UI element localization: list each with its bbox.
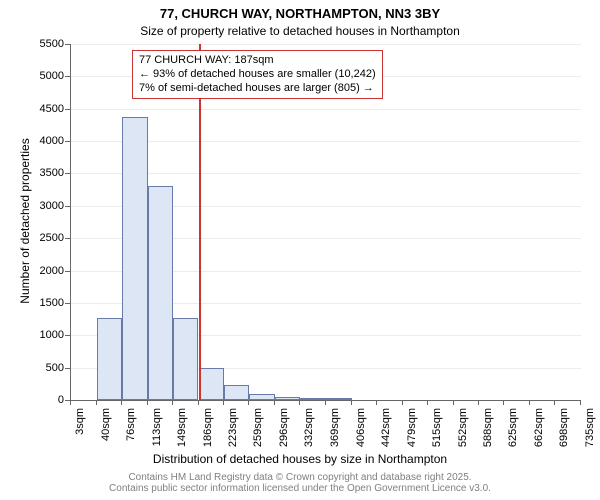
xtick-mark: [478, 400, 479, 405]
ytick-label: 2000: [28, 265, 64, 277]
histogram-bar: [173, 318, 199, 400]
xtick-label: 625sqm: [507, 408, 519, 458]
xtick-label: 296sqm: [278, 408, 290, 458]
xtick-mark: [70, 400, 71, 405]
ytick-mark: [65, 173, 70, 174]
xtick-label: 223sqm: [227, 408, 239, 458]
ytick-mark: [65, 141, 70, 142]
xtick-label: 40sqm: [100, 408, 112, 458]
xtick-mark: [376, 400, 377, 405]
xtick-mark: [580, 400, 581, 405]
xtick-label: 186sqm: [202, 408, 214, 458]
annotation-line: 7% of semi-detached houses are larger (8…: [139, 82, 376, 96]
annotation-line: ← 93% of detached houses are smaller (10…: [139, 68, 376, 82]
xtick-mark: [554, 400, 555, 405]
xtick-mark: [427, 400, 428, 405]
ytick-mark: [65, 238, 70, 239]
histogram-bar: [275, 397, 300, 400]
histogram-bar: [326, 398, 352, 400]
chart-title: 77, CHURCH WAY, NORTHAMPTON, NN3 3BY: [0, 6, 600, 21]
xtick-label: 332sqm: [303, 408, 315, 458]
ytick-mark: [65, 368, 70, 369]
gridline: [71, 109, 581, 110]
xtick-mark: [325, 400, 326, 405]
xtick-mark: [453, 400, 454, 405]
xtick-mark: [402, 400, 403, 405]
ytick-mark: [65, 109, 70, 110]
annotation-box: 77 CHURCH WAY: 187sqm ← 93% of detached …: [132, 50, 383, 99]
xtick-mark: [223, 400, 224, 405]
xtick-label: 662sqm: [533, 408, 545, 458]
xtick-label: 735sqm: [584, 408, 596, 458]
chart-container: 77, CHURCH WAY, NORTHAMPTON, NN3 3BY Siz…: [0, 0, 600, 500]
ytick-label: 5500: [28, 38, 64, 50]
xtick-label: 406sqm: [355, 408, 367, 458]
ytick-label: 500: [28, 362, 64, 374]
xtick-label: 588sqm: [482, 408, 494, 458]
ytick-label: 0: [28, 394, 64, 406]
ytick-mark: [65, 206, 70, 207]
ytick-label: 3500: [28, 167, 64, 179]
xtick-label: 76sqm: [125, 408, 137, 458]
xtick-mark: [121, 400, 122, 405]
ytick-label: 1000: [28, 329, 64, 341]
ytick-mark: [65, 303, 70, 304]
attribution-text: Contains HM Land Registry data © Crown c…: [0, 472, 600, 494]
ytick-mark: [65, 335, 70, 336]
xtick-label: 442sqm: [380, 408, 392, 458]
histogram-bar: [224, 385, 249, 400]
xtick-label: 369sqm: [329, 408, 341, 458]
y-axis-label: Number of detached properties: [18, 121, 32, 321]
histogram-bar: [249, 394, 275, 400]
xtick-mark: [198, 400, 199, 405]
histogram-bar: [122, 117, 148, 401]
histogram-bar: [148, 186, 173, 400]
ytick-mark: [65, 271, 70, 272]
xtick-mark: [529, 400, 530, 405]
xtick-mark: [351, 400, 352, 405]
xtick-mark: [147, 400, 148, 405]
ytick-mark: [65, 76, 70, 77]
xtick-mark: [503, 400, 504, 405]
ytick-label: 4000: [28, 135, 64, 147]
xtick-label: 259sqm: [252, 408, 264, 458]
histogram-bar: [199, 368, 225, 400]
xtick-label: 552sqm: [457, 408, 469, 458]
ytick-label: 5000: [28, 70, 64, 82]
chart-subtitle: Size of property relative to detached ho…: [0, 24, 600, 38]
annotation-line: 77 CHURCH WAY: 187sqm: [139, 54, 376, 68]
xtick-mark: [248, 400, 249, 405]
gridline: [71, 44, 581, 45]
xtick-label: 515sqm: [431, 408, 443, 458]
xtick-label: 149sqm: [176, 408, 188, 458]
ytick-mark: [65, 44, 70, 45]
ytick-label: 1500: [28, 297, 64, 309]
xtick-label: 3sqm: [74, 408, 86, 458]
ytick-label: 2500: [28, 232, 64, 244]
xtick-label: 479sqm: [406, 408, 418, 458]
ytick-label: 4500: [28, 103, 64, 115]
xtick-mark: [96, 400, 97, 405]
histogram-bar: [97, 318, 122, 400]
histogram-bar: [300, 398, 326, 400]
xtick-label: 113sqm: [151, 408, 163, 458]
xtick-mark: [299, 400, 300, 405]
xtick-mark: [274, 400, 275, 405]
xtick-mark: [172, 400, 173, 405]
ytick-label: 3000: [28, 200, 64, 212]
xtick-label: 698sqm: [558, 408, 570, 458]
